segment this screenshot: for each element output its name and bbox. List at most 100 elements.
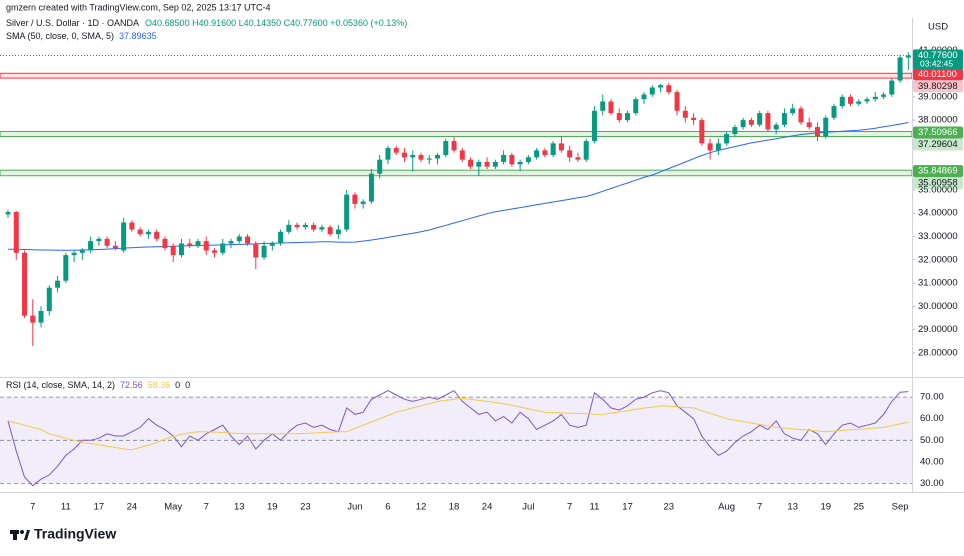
candle-body	[748, 120, 754, 125]
symbol-title: Silver / U.S. Dollar · 1D · OANDA	[6, 18, 139, 28]
candle-body	[534, 150, 540, 158]
candle-body	[674, 92, 680, 111]
candle-body	[236, 236, 242, 242]
x-tick-label: 23	[664, 502, 675, 513]
candle-body	[401, 152, 407, 158]
candle-body	[261, 245, 267, 258]
candle-body	[63, 255, 69, 281]
candle-body	[212, 250, 217, 253]
candle-body	[22, 252, 28, 316]
x-tick-label: 11	[590, 502, 600, 513]
candle-body	[187, 243, 193, 246]
y-tick-label: 31.00000	[918, 278, 958, 289]
zone	[0, 169, 913, 177]
candle-body	[253, 243, 259, 258]
zone-bottom-badge	[913, 80, 963, 93]
rsi-tick-label: 70.00	[920, 392, 944, 403]
candle-body	[649, 87, 655, 95]
candle-body	[905, 55, 911, 58]
rsi-tick-label: 40.00	[920, 456, 944, 467]
zone-top-badge	[913, 68, 963, 81]
candle-body	[46, 287, 52, 311]
candle-body	[575, 157, 581, 160]
x-tick-label: 17	[94, 502, 105, 513]
y-tick-label: 32.00000	[918, 254, 958, 265]
candle-body	[154, 231, 160, 239]
candle-body	[682, 110, 688, 118]
candle-body	[864, 99, 870, 102]
candle-body	[220, 243, 226, 253]
candle-body	[740, 120, 746, 128]
rsi-value: 58.36	[148, 380, 171, 390]
y-tick-label: 34.00000	[918, 208, 958, 219]
candle-body	[509, 155, 515, 165]
zone	[0, 131, 913, 137]
candle-body	[5, 212, 11, 215]
candle-body	[368, 173, 374, 202]
candle-body	[178, 243, 184, 256]
candle-body	[583, 141, 589, 160]
candle-body	[715, 143, 721, 151]
candle-body	[195, 241, 201, 246]
candle-body	[550, 143, 556, 156]
rsi-line	[7, 397, 909, 451]
currency: USD	[928, 22, 948, 33]
candle-body	[269, 243, 275, 246]
candle-body	[228, 241, 234, 244]
sma-value: 37.89635	[119, 31, 157, 41]
candle-body	[823, 117, 829, 137]
footer-brand: TradingView	[34, 526, 116, 542]
x-tick-label: 7	[567, 502, 572, 513]
x-tick-label: 13	[787, 502, 798, 513]
rsi-name: RSI (14, close, SMA, 14, 2)	[6, 380, 115, 390]
x-tick-label: 19	[820, 502, 831, 513]
y-tick-label: 29.00000	[918, 324, 958, 335]
candle-body	[245, 236, 251, 244]
zone-bottom-badge	[913, 138, 963, 151]
candle-body	[278, 231, 284, 244]
candle-body	[625, 113, 630, 121]
candle-body	[451, 141, 457, 151]
candle-body	[344, 194, 350, 230]
candle-body	[435, 155, 441, 159]
x-tick-label: 25	[853, 502, 864, 513]
candle-body	[360, 201, 366, 204]
candle-body	[492, 162, 498, 167]
zone-bottom-label: 39.80298	[918, 81, 958, 92]
x-tick-label: 12	[416, 502, 427, 513]
candle-body	[38, 310, 44, 323]
y-tick-label: 33.00000	[918, 231, 958, 242]
candle-body	[170, 245, 176, 256]
candle-body	[335, 229, 341, 235]
candle-body	[757, 113, 763, 125]
x-tick-label: 7	[757, 502, 762, 513]
y-tick-label: 35.00000	[918, 184, 958, 195]
candle-body	[897, 57, 903, 81]
candle-body	[79, 250, 85, 253]
zone-top-label: 35.84869	[918, 166, 958, 177]
x-tick-label: 11	[61, 502, 71, 513]
candle-body	[889, 80, 895, 95]
candle-body	[831, 106, 837, 118]
legend-symbol: Silver / U.S. Dollar · 1D · OANDA O40.685…	[6, 18, 407, 28]
candle-body	[591, 110, 597, 142]
zone-bottom-label: 37.29604	[918, 139, 958, 150]
zone-top-badge	[913, 126, 963, 139]
last-price-label: 40.77600	[918, 50, 958, 61]
candle-body	[525, 157, 531, 162]
candle-body	[71, 252, 77, 256]
attribution: gmzern created with TradingView.com, Sep…	[6, 2, 270, 12]
candle-body	[790, 108, 796, 114]
candle-body	[608, 101, 614, 114]
candle-body	[806, 122, 812, 128]
candle-body	[798, 108, 804, 123]
rsi-line	[7, 389, 909, 487]
x-tick-label: 23	[300, 502, 311, 513]
candle-body	[476, 162, 482, 167]
candle-body	[856, 101, 862, 104]
candle-body	[426, 158, 432, 160]
candle-body	[724, 134, 730, 144]
candle-body	[162, 238, 168, 249]
sma-name: SMA (50, close, 0, SMA, 5)	[6, 31, 114, 41]
candle-body	[781, 113, 787, 125]
